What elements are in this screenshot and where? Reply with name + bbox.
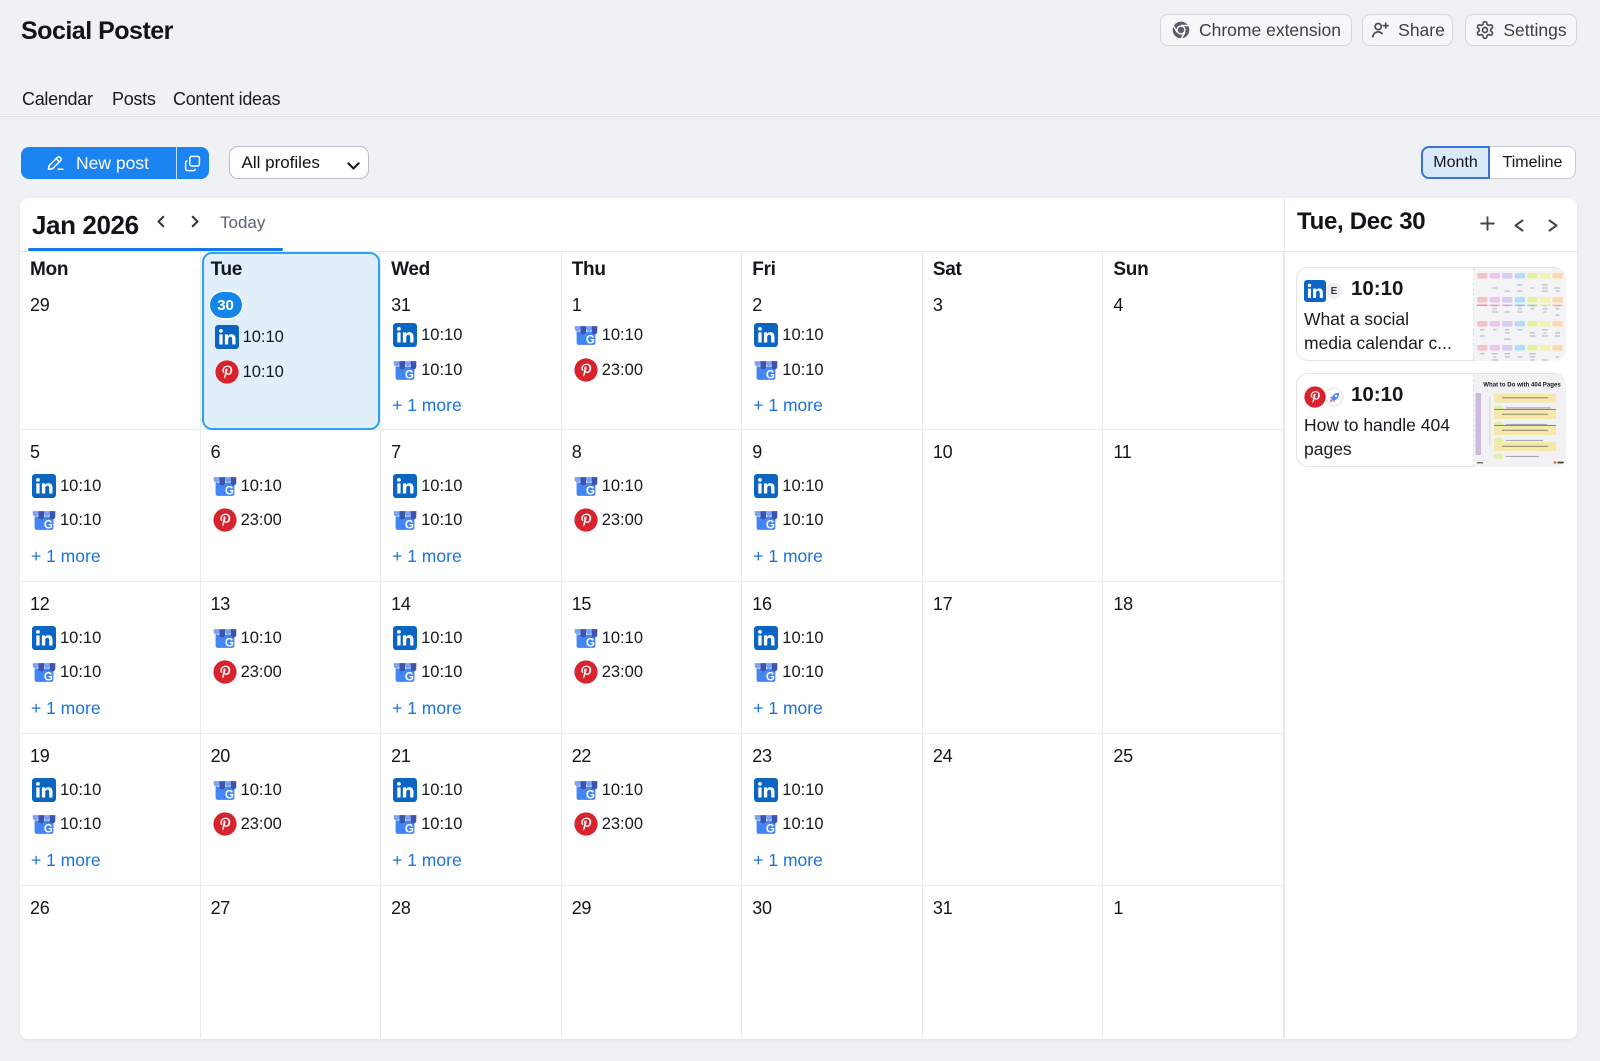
svg-text:G: G (224, 486, 233, 498)
svg-text:G: G (224, 790, 233, 802)
svg-text:G: G (44, 520, 53, 532)
svg-text:G: G (586, 790, 595, 802)
svg-text:G: G (766, 370, 775, 382)
svg-text:G: G (766, 824, 775, 836)
svg-text:What to Do with 404 Pages: What to Do with 404 Pages (1483, 382, 1561, 389)
svg-text:G: G (405, 520, 414, 532)
svg-text:G: G (586, 638, 595, 650)
svg-text:G: G (224, 638, 233, 650)
svg-text:G: G (44, 672, 53, 684)
svg-text:G: G (405, 370, 414, 382)
svg-text:G: G (586, 486, 595, 498)
svg-text:G: G (405, 824, 414, 836)
svg-text:G: G (766, 672, 775, 684)
svg-text:G: G (405, 672, 414, 684)
svg-text:G: G (766, 520, 775, 532)
svg-text:G: G (586, 335, 595, 347)
svg-text:G: G (44, 824, 53, 836)
